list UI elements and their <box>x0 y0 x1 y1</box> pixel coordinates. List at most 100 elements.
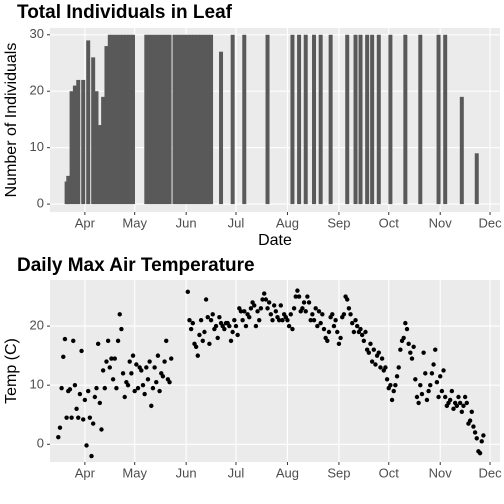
bar <box>205 34 210 205</box>
point <box>270 317 275 323</box>
point <box>383 365 388 370</box>
point <box>252 303 257 308</box>
point <box>388 382 393 388</box>
point <box>139 368 144 373</box>
point <box>71 338 76 344</box>
point <box>300 306 305 311</box>
point <box>411 344 416 349</box>
point <box>366 350 372 355</box>
point <box>268 312 274 317</box>
bar <box>388 34 393 205</box>
bar <box>209 34 214 205</box>
point <box>125 382 131 388</box>
point <box>454 403 460 409</box>
point <box>456 394 461 400</box>
y-tick-label: 0 <box>37 196 44 211</box>
point <box>330 312 335 317</box>
bar <box>230 34 235 205</box>
point <box>348 312 353 317</box>
point <box>82 397 88 403</box>
bar <box>358 34 363 205</box>
bar <box>318 34 323 205</box>
bar <box>192 34 197 205</box>
point <box>92 394 98 400</box>
x-tick-label: Jul <box>228 215 245 230</box>
bar <box>312 34 317 205</box>
point <box>79 348 84 354</box>
point <box>228 338 234 344</box>
point <box>74 406 79 412</box>
bar <box>185 34 190 205</box>
point <box>459 409 465 414</box>
point <box>110 377 116 382</box>
bar <box>403 34 408 205</box>
point <box>467 418 473 423</box>
point <box>97 400 103 406</box>
x-axis-label: Date <box>258 232 292 249</box>
x-tick-label: Dec <box>478 215 502 230</box>
point <box>378 365 383 370</box>
point <box>147 359 152 364</box>
x-tick-label: Aug <box>276 465 299 480</box>
point <box>479 439 484 444</box>
point <box>335 329 340 335</box>
point <box>263 297 269 302</box>
point <box>207 341 212 347</box>
chart-title: Daily Max Air Temperature <box>17 255 255 276</box>
bar <box>144 34 149 205</box>
bar <box>117 34 122 205</box>
point <box>107 365 112 370</box>
point <box>202 329 207 335</box>
point <box>94 385 99 391</box>
bar <box>195 34 200 205</box>
point <box>62 336 68 342</box>
point <box>144 365 149 370</box>
point <box>87 415 93 420</box>
point <box>336 341 342 347</box>
point <box>240 317 245 323</box>
bar <box>175 34 180 205</box>
bar <box>303 34 308 205</box>
point <box>306 300 312 305</box>
bar <box>107 34 112 205</box>
x-tick-label: Nov <box>429 465 453 480</box>
point <box>89 453 94 459</box>
bar <box>104 46 109 205</box>
point <box>301 300 307 305</box>
point <box>190 320 196 326</box>
point <box>474 436 479 441</box>
point <box>197 332 202 338</box>
point <box>393 382 398 388</box>
x-tick-label: Apr <box>75 215 96 230</box>
x-tick-label: May <box>122 215 147 230</box>
bar <box>81 79 86 205</box>
point <box>416 400 421 406</box>
point <box>376 350 381 355</box>
point <box>105 338 111 344</box>
point <box>195 353 200 358</box>
point <box>167 380 172 385</box>
bar <box>345 34 350 205</box>
point <box>187 317 192 323</box>
bar <box>459 96 464 205</box>
point <box>429 371 435 376</box>
bar <box>147 34 152 205</box>
point <box>401 335 406 341</box>
point <box>413 377 418 382</box>
x-tick-label: Oct <box>379 215 400 230</box>
x-tick-label: Sep <box>327 465 350 480</box>
x-tick-label: Oct <box>379 465 400 480</box>
point <box>403 320 408 326</box>
point <box>379 356 385 361</box>
point <box>188 326 194 332</box>
bar <box>127 34 132 205</box>
point <box>217 315 222 320</box>
bar <box>101 96 106 205</box>
point <box>462 394 468 400</box>
point <box>303 309 308 314</box>
point <box>155 353 161 358</box>
point <box>262 291 267 296</box>
point <box>95 341 101 347</box>
x-tick-label: Dec <box>478 465 502 480</box>
point <box>418 382 423 388</box>
